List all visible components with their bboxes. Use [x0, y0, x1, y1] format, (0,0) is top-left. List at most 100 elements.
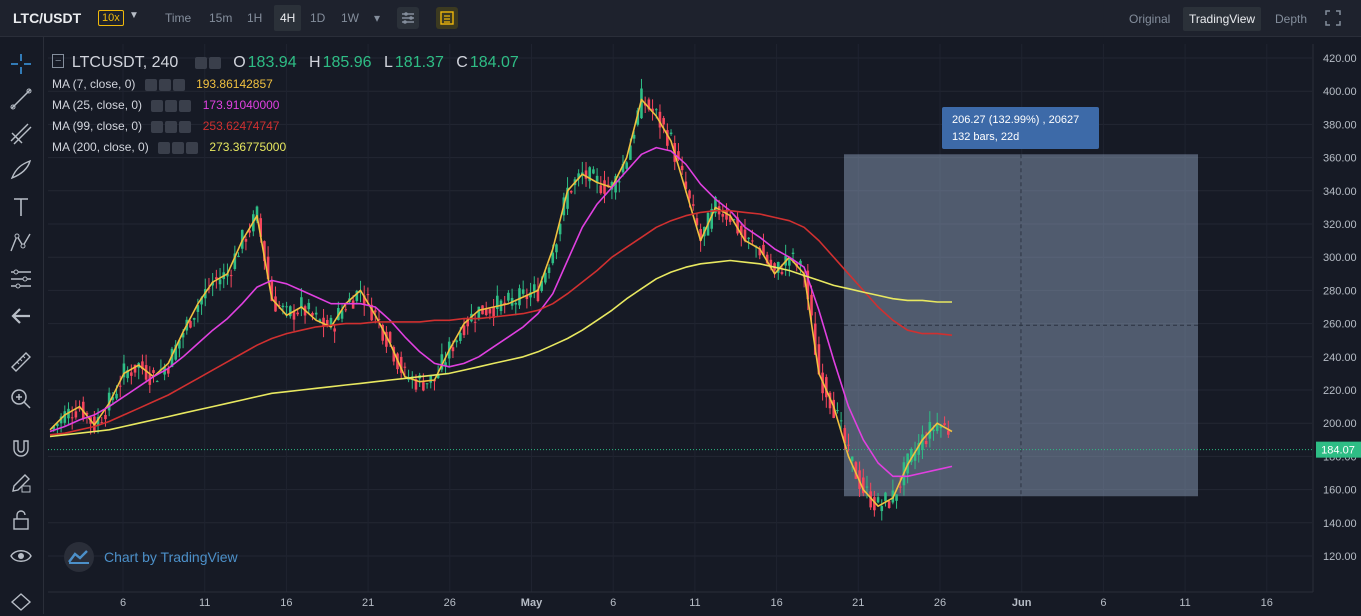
candle-body: [769, 259, 773, 269]
candle-body: [218, 279, 222, 285]
crosshair-icon[interactable]: [8, 51, 34, 77]
view-tradingview-button[interactable]: TradingView: [1183, 7, 1262, 31]
candle-body: [592, 169, 595, 174]
candle-body: [518, 288, 521, 306]
collapse-legend-icon[interactable]: −: [52, 54, 65, 68]
tab-1d[interactable]: 1D: [310, 11, 326, 25]
eye-icon[interactable]: [8, 543, 34, 569]
measure-label-box: [942, 107, 1099, 149]
fib-retracement-icon[interactable]: [8, 121, 34, 147]
candle-body: [118, 385, 122, 387]
candle-body: [895, 494, 898, 501]
candle-body: [144, 365, 148, 380]
watermark-text: Chart by TradingView: [104, 549, 238, 565]
candle-body: [359, 291, 362, 293]
legend-actions[interactable]: [194, 50, 223, 76]
ma99-actions[interactable]: [151, 116, 193, 137]
candle-body: [880, 506, 884, 512]
price-tick-label: 120.00: [1323, 551, 1357, 563]
price-tick-label: 240.00: [1323, 352, 1357, 364]
time-tick-label: 26: [444, 597, 456, 609]
trend-line-icon[interactable]: [8, 86, 34, 112]
chevron-down-icon[interactable]: ▼: [129, 10, 139, 21]
candle-body: [344, 309, 348, 311]
candle-body: [484, 308, 488, 316]
ma7-actions[interactable]: [144, 74, 187, 95]
zoom-in-icon[interactable]: [8, 386, 34, 412]
candle-body: [440, 354, 444, 370]
prediction-icon[interactable]: [8, 266, 34, 292]
view-original-button[interactable]: Original: [1129, 12, 1171, 26]
time-tick-label: 11: [689, 597, 700, 609]
legend-symbol: LTCUSDT, 240: [71, 54, 179, 71]
candle-body: [300, 297, 303, 308]
candle-body: [115, 393, 118, 399]
tab-1h[interactable]: 1H: [247, 11, 263, 25]
candle-body: [917, 443, 921, 455]
moving-averages: [49, 98, 953, 507]
candle-body: [436, 374, 440, 379]
ruler-icon[interactable]: [8, 349, 34, 375]
symbol-title[interactable]: LTC/USDT: [13, 10, 82, 26]
brush-icon[interactable]: [8, 156, 34, 182]
time-tick-label: 21: [852, 597, 864, 609]
candle-body: [455, 340, 458, 343]
candle-body: [544, 272, 547, 283]
candle-body: [651, 108, 654, 112]
indicators-list-icon[interactable]: [436, 7, 458, 29]
ma25-label: MA (25, close, 0): [52, 98, 143, 112]
price-tick-label: 340.00: [1323, 186, 1357, 198]
magnet-icon[interactable]: [8, 435, 34, 461]
tradingview-logo-icon: [64, 542, 94, 572]
tradingview-watermark[interactable]: Chart by TradingView: [62, 542, 238, 577]
view-depth-button[interactable]: Depth: [1275, 12, 1308, 26]
lock-pencil-icon[interactable]: [8, 470, 34, 496]
candle-body: [924, 440, 928, 445]
ma200-actions[interactable]: [158, 137, 200, 158]
ma25-value: 173.91040000: [202, 98, 280, 112]
candle-body: [532, 284, 536, 292]
lock-icon[interactable]: [8, 507, 34, 533]
indicators-settings-icon[interactable]: [397, 7, 419, 29]
more-timeframes-chevron-icon[interactable]: ▾: [374, 11, 381, 25]
candle-body: [743, 229, 747, 242]
candle-body: [385, 331, 388, 347]
candle-body: [758, 248, 762, 256]
tab-1w[interactable]: 1W: [341, 11, 359, 25]
candle-body: [943, 423, 946, 426]
time-tick-label: 21: [362, 597, 374, 609]
candle-body: [647, 99, 651, 110]
candle-body: [629, 145, 632, 160]
candle-body: [536, 289, 540, 302]
candle-body: [122, 363, 126, 378]
candle-body: [625, 162, 628, 169]
tab-4h[interactable]: 4H: [274, 5, 302, 31]
pattern-icon[interactable]: [8, 230, 34, 256]
price-tick-label: 280.00: [1323, 285, 1357, 297]
arrow-left-icon[interactable]: [8, 303, 34, 329]
candle-body: [196, 305, 200, 312]
ma25-actions[interactable]: [151, 95, 193, 116]
price-axis: 420.00 400.00 380.00 360.00 340.00 320.00 300.…: [1312, 44, 1361, 592]
candle-body: [351, 300, 355, 309]
candle-body: [492, 307, 495, 318]
legend-ma99: MA (99, close, 0) 253.62474747: [52, 116, 519, 137]
candle-body: [170, 348, 174, 368]
candle-body: [155, 381, 159, 383]
candle-body: [266, 256, 270, 279]
text-tool-icon[interactable]: [8, 194, 34, 220]
leverage-badge[interactable]: 10x: [98, 10, 124, 26]
candle-body: [932, 429, 935, 432]
candle-body: [810, 294, 813, 316]
tab-15m[interactable]: 15m: [209, 11, 233, 25]
candle-body: [935, 423, 939, 431]
close-icon: [172, 79, 185, 92]
tab-time[interactable]: Time: [165, 11, 192, 25]
fullscreen-icon[interactable]: [1322, 7, 1344, 29]
candle-body: [233, 253, 237, 269]
trash-icon[interactable]: [8, 590, 34, 616]
drawing-toolbar: [0, 37, 44, 614]
candle-body: [947, 430, 950, 435]
eye-icon: [172, 142, 185, 155]
